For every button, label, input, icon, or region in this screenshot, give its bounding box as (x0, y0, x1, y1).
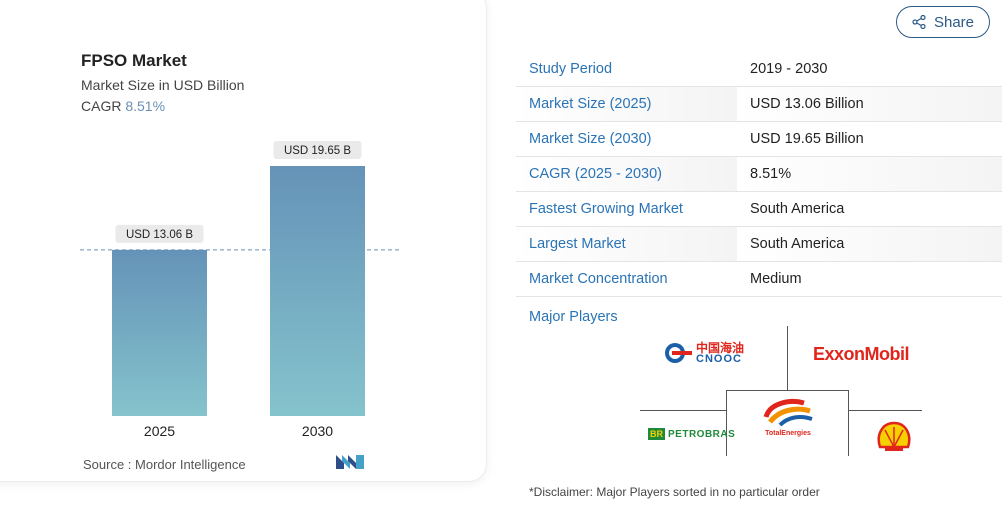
players-divider (848, 390, 849, 456)
fact-row: Market Size (2025) USD 13.06 Billion (516, 86, 1002, 122)
petrobras-logo: BR PETROBRAS (648, 428, 735, 440)
mordor-logo-icon (336, 455, 364, 469)
players-divider (726, 390, 727, 456)
source-note: Source : Mordor Intelligence (83, 457, 246, 472)
chart-card (0, 0, 487, 482)
fact-row: Study Period 2019 - 2030 (516, 52, 1002, 87)
cnooc-en-text: CNOOC (696, 352, 742, 365)
chart-subtitle: Market Size in USD Billion (81, 77, 245, 93)
fact-key: Largest Market (516, 226, 737, 262)
fact-key: CAGR (2025 - 2030) (516, 156, 737, 192)
major-players-heading: Major Players (529, 309, 618, 325)
fact-value: Medium (737, 261, 1002, 297)
data-label: USD 19.65 B (284, 145, 351, 157)
x-tick-label: 2030 (302, 423, 333, 439)
source-label: Source : (83, 457, 132, 472)
cagr-label: CAGR 8.51% (81, 98, 165, 114)
totalenergies-text: TotalEnergies (765, 430, 811, 437)
bar-chart: USD 13.06 B 2025 USD 19.65 B 2030 (80, 141, 400, 439)
fact-row: Market Size (2030) USD 19.65 Billion (516, 121, 1002, 157)
fact-row: Market Concentration Medium (516, 261, 1002, 297)
petrobras-text: PETROBRAS (668, 428, 736, 440)
cnooc-cn-text: 中国海油 (696, 340, 745, 355)
fact-value: 8.51% (737, 156, 1002, 192)
exxonmobil-logo: ExxonMobil (813, 344, 910, 364)
fact-row: CAGR (2025 - 2030) 8.51% (516, 156, 1002, 192)
cagr-value: 8.51% (125, 98, 166, 114)
chart-title: FPSO Market (81, 51, 187, 70)
fact-value: South America (737, 226, 1002, 262)
fact-value: 2019 - 2030 (737, 52, 1002, 87)
fact-row: Fastest Growing Market South America (516, 191, 1002, 227)
fact-key: Market Size (2025) (516, 86, 737, 122)
share-icon (912, 15, 926, 29)
market-facts-table: Study Period 2019 - 2030 Market Size (202… (516, 52, 1002, 297)
data-label-bg (273, 141, 362, 159)
data-label-bg (115, 224, 204, 243)
bar-2025 (112, 249, 207, 416)
fact-value: USD 13.06 Billion (737, 86, 1002, 122)
totalenergies-emblem-icon (763, 399, 813, 427)
fact-key: Study Period (516, 52, 737, 87)
fact-value: South America (737, 191, 1002, 227)
x-tick-label: 2025 (144, 423, 175, 439)
players-divider (726, 390, 848, 391)
share-label: Share (933, 13, 975, 31)
players-divider (640, 410, 726, 411)
totalenergies-logo: TotalEnergies (752, 397, 824, 437)
shell-logo-icon (877, 421, 911, 451)
players-divider (848, 410, 922, 411)
cnooc-logo: 中国海油 CNOOC (662, 341, 744, 365)
data-label: USD 13.06 B (126, 229, 193, 241)
fact-key: Market Size (2030) (516, 121, 737, 157)
players-divider (787, 326, 788, 390)
share-button[interactable]: Share (896, 6, 990, 38)
petrobras-br-badge: BR (648, 428, 665, 440)
cagr-text: CAGR (81, 98, 122, 114)
disclaimer-note: *Disclaimer: Major Players sorted in no … (529, 485, 820, 499)
cnooc-emblem-icon (665, 343, 692, 363)
fact-row: Largest Market South America (516, 226, 1002, 262)
bar-2030 (270, 166, 365, 416)
fact-key: Market Concentration (516, 261, 737, 297)
fact-value: USD 19.65 Billion (737, 121, 1002, 157)
fact-key: Fastest Growing Market (516, 191, 737, 227)
source-value: Mordor Intelligence (135, 457, 246, 472)
